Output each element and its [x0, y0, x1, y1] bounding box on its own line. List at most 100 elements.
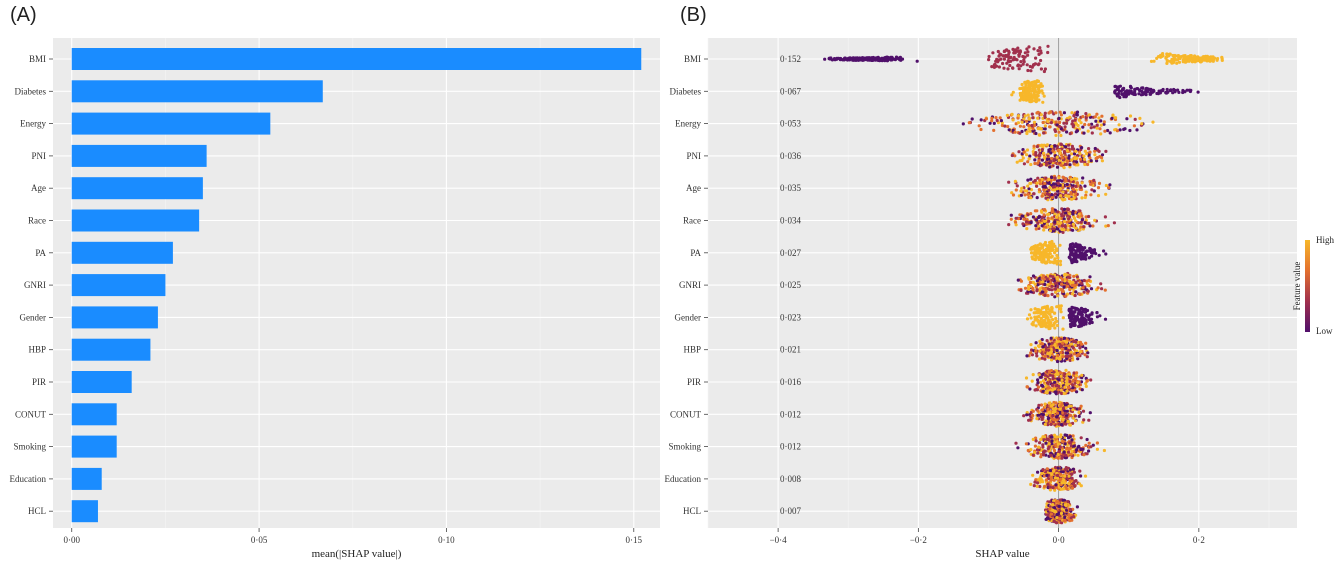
beeswarm-point [1129, 85, 1133, 89]
beeswarm-point [1133, 92, 1137, 97]
beeswarm-point [1089, 193, 1093, 197]
beeswarm-point [1056, 256, 1060, 260]
beeswarm-point [1028, 64, 1032, 69]
beeswarm-point [1061, 175, 1065, 179]
beeswarm-point [1070, 197, 1074, 201]
beeswarm-point [1041, 379, 1045, 383]
beeswarm-point [1058, 243, 1062, 247]
beeswarm-point [1048, 324, 1052, 328]
beeswarm-point [1076, 340, 1080, 344]
beeswarm-point [1048, 229, 1052, 233]
beeswarm-point [1102, 448, 1106, 453]
beeswarm-point [1061, 347, 1065, 351]
beeswarm-point [1089, 445, 1093, 449]
beeswarm-point [1047, 287, 1052, 292]
beeswarm-point [1035, 145, 1039, 149]
beeswarm-point [1012, 58, 1016, 62]
beeswarm-point [1080, 373, 1084, 377]
beeswarm-point [1034, 151, 1038, 155]
beeswarm-point [1050, 207, 1054, 211]
beeswarm-point [1039, 322, 1043, 326]
beeswarm-point [1080, 388, 1084, 392]
beeswarm-point [1046, 244, 1050, 248]
beeswarm-point [1071, 209, 1075, 213]
beeswarm-point [1053, 220, 1057, 224]
beeswarm-point [1042, 324, 1046, 328]
beeswarm-point [1055, 411, 1060, 415]
beeswarm-point [1046, 447, 1050, 451]
beeswarm-point [1038, 46, 1042, 50]
beeswarm-point [1029, 308, 1033, 312]
beeswarm-point [1082, 453, 1086, 457]
beeswarm-point [994, 116, 998, 120]
beeswarm-point [988, 121, 992, 125]
beeswarm-point [1000, 123, 1005, 128]
beeswarm-point [1088, 411, 1092, 415]
beeswarm-point [1033, 93, 1037, 97]
beeswarm-point [1027, 81, 1031, 85]
beeswarm-point [1050, 341, 1054, 345]
beeswarm-point [1042, 131, 1046, 135]
beeswarm-point [1068, 468, 1072, 472]
beeswarm-point [1029, 181, 1033, 185]
beeswarm-point [1042, 255, 1047, 259]
beeswarm-point [1068, 484, 1072, 488]
beeswarm-point [1045, 307, 1049, 311]
beeswarm-point [1076, 453, 1080, 457]
beeswarm-point [1071, 383, 1075, 387]
beeswarm-point [1060, 507, 1064, 511]
beeswarm-point [1049, 321, 1053, 325]
beeswarm-point [1059, 304, 1063, 308]
beeswarm-point [1080, 313, 1084, 317]
panel-a-ytick-label: Age [31, 183, 46, 193]
beeswarm-point [1084, 443, 1088, 447]
beeswarm-point [1098, 314, 1102, 318]
beeswarm-point [1049, 121, 1053, 125]
beeswarm-point [1031, 473, 1035, 477]
beeswarm-point [1055, 473, 1060, 477]
beeswarm-point [1161, 89, 1165, 93]
beeswarm-point [1035, 279, 1039, 283]
beeswarm-point [1054, 195, 1058, 199]
beeswarm-point [1084, 341, 1088, 345]
panel-a-ytick-label: CONUT [15, 409, 47, 419]
beeswarm-point [1021, 86, 1025, 90]
beeswarm-point [1085, 249, 1089, 253]
beeswarm-point [1085, 437, 1089, 442]
beeswarm-point [900, 57, 905, 61]
beeswarm-point [1041, 91, 1045, 95]
beeswarm-point [1080, 342, 1084, 346]
beeswarm-point [1044, 390, 1048, 394]
beeswarm-point [1023, 80, 1027, 84]
beeswarm-point [1063, 411, 1067, 416]
beeswarm-point [1056, 181, 1060, 185]
beeswarm-point [1070, 259, 1074, 263]
beeswarm-point [1076, 381, 1080, 385]
beeswarm-point [1043, 435, 1047, 439]
beeswarm-point [1104, 149, 1108, 153]
beeswarm-point [1049, 281, 1053, 285]
beeswarm-point [1037, 251, 1041, 255]
beeswarm-point [1172, 87, 1176, 92]
beeswarm-point [1039, 127, 1043, 131]
beeswarm-point [1042, 213, 1046, 217]
beeswarm-point [1035, 310, 1039, 314]
beeswarm-point [1025, 47, 1029, 51]
beeswarm-point [1077, 407, 1081, 411]
beeswarm-point [1052, 387, 1057, 391]
beeswarm-point [1072, 444, 1076, 448]
beeswarm-point [1046, 417, 1050, 421]
panel-a-xlabel: mean(|SHAP value|) [312, 548, 402, 560]
beeswarm-point [1078, 469, 1082, 473]
beeswarm-point [1036, 481, 1040, 485]
beeswarm-point [1038, 89, 1042, 93]
beeswarm-point [1068, 441, 1072, 445]
beeswarm-point [1043, 357, 1047, 361]
beeswarm-point [1058, 342, 1062, 346]
beeswarm-point [1060, 521, 1064, 525]
beeswarm-point [1056, 452, 1060, 457]
beeswarm-point [1033, 178, 1037, 183]
beeswarm-point [1093, 146, 1097, 151]
beeswarm-point [1083, 474, 1088, 478]
